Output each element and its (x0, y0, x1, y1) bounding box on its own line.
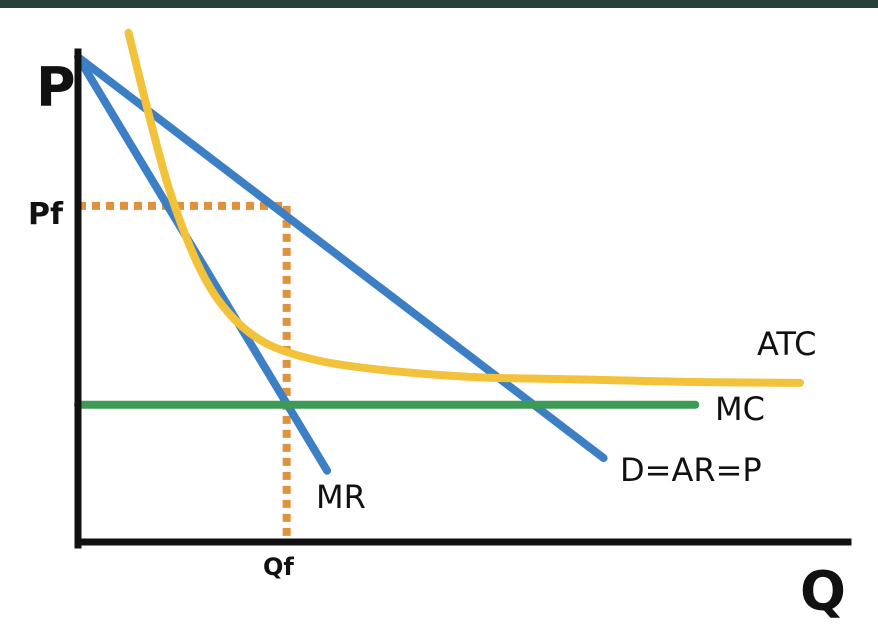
guide-lines (78, 201, 291, 542)
top-strip (0, 0, 878, 8)
demand-label: D=AR=P (620, 451, 762, 489)
curves (74, 28, 804, 475)
atc-label: ATC (757, 325, 816, 363)
y-axis-label: P (36, 56, 76, 119)
atc-curve (124, 28, 804, 387)
mr-label: MR (316, 478, 366, 516)
qf-tick-label: Qf (263, 553, 294, 581)
pf-tick-label: Pf (28, 197, 64, 232)
mc-label: MC (715, 390, 765, 428)
x-axis-label: Q (800, 560, 846, 623)
d-ar-p-curve (74, 53, 608, 463)
